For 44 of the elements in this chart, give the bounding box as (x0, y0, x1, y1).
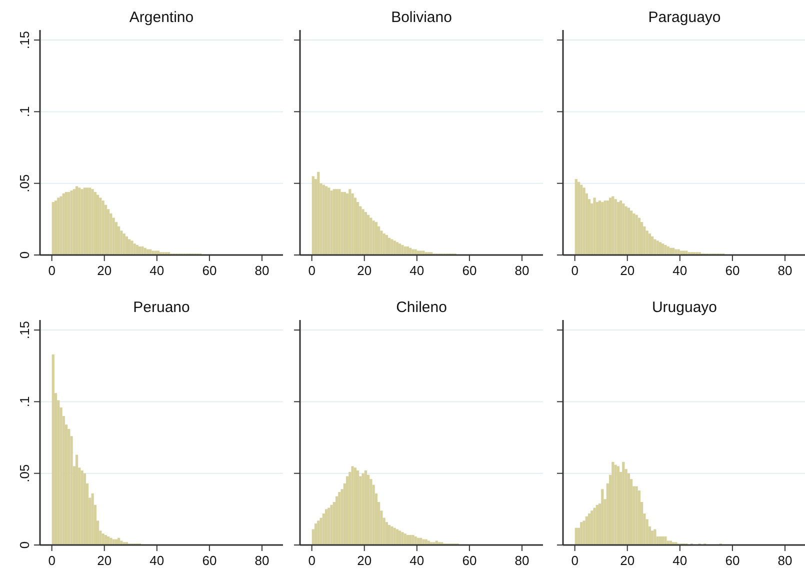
x-tick-label: 80 (514, 263, 530, 278)
chart-title: Chileno (396, 299, 447, 316)
y-tick-label: .1 (17, 396, 32, 408)
x-tick-label: 80 (254, 263, 270, 278)
x-tick-label: 0 (571, 263, 578, 278)
x-tick-label: 60 (202, 553, 217, 568)
chart-title: Boliviano (391, 9, 452, 26)
y-tick-label: 0 (17, 541, 32, 549)
x-tick-label: 0 (48, 553, 56, 568)
x-tick-label: 20 (357, 263, 372, 278)
chart-title: Peruano (133, 299, 190, 316)
x-tick-label: 60 (462, 553, 477, 568)
y-tick-label: 0 (17, 251, 32, 259)
x-tick-label: 80 (778, 263, 792, 278)
x-tick-label: 60 (725, 263, 740, 278)
x-tick-label: 0 (571, 553, 578, 568)
x-tick-label: 40 (410, 263, 424, 278)
x-tick-label: 40 (150, 553, 164, 568)
x-tick-label: 20 (620, 263, 635, 278)
x-tick-label: 60 (202, 263, 217, 278)
chart-title: Paraguayo (648, 9, 721, 26)
chart-title: Uruguayo (652, 299, 718, 316)
x-tick-label: 40 (150, 263, 164, 278)
x-tick-label: 60 (725, 553, 740, 568)
x-tick-label: 40 (672, 263, 688, 278)
x-tick-label: 40 (410, 553, 424, 568)
y-tick-label: .05 (17, 174, 32, 192)
x-tick-label: 80 (778, 553, 792, 568)
x-tick-label: 20 (97, 553, 112, 568)
x-tick-label: 40 (672, 553, 688, 568)
x-tick-label: 60 (462, 263, 477, 278)
x-tick-label: 20 (620, 553, 635, 568)
x-tick-label: 0 (308, 263, 316, 278)
y-tick-label: .15 (17, 30, 32, 50)
x-tick-label: 80 (254, 553, 270, 568)
chart-title: Argentino (129, 9, 194, 26)
y-tick-label: .15 (17, 320, 32, 340)
x-tick-label: 80 (514, 553, 530, 568)
y-tick-label: .05 (17, 464, 32, 482)
x-tick-label: 0 (48, 263, 56, 278)
x-tick-label: 20 (357, 553, 372, 568)
x-tick-label: 20 (97, 263, 112, 278)
x-tick-label: 0 (308, 553, 316, 568)
y-tick-label: .1 (17, 106, 32, 118)
